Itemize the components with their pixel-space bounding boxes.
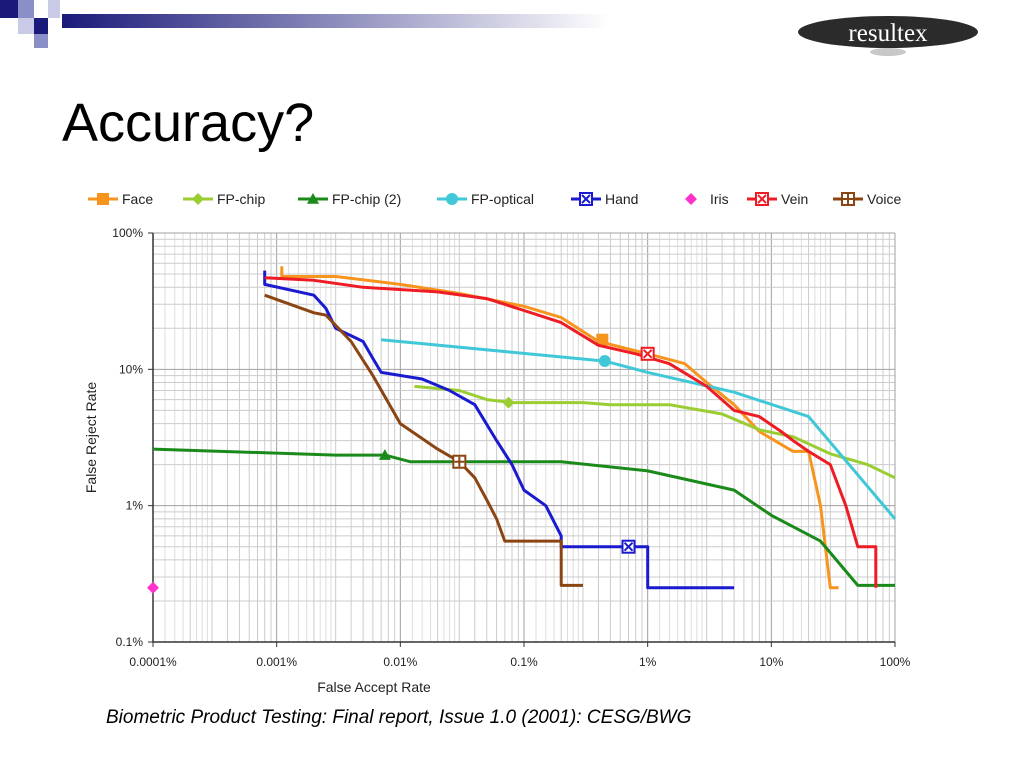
series-marker-fp-chip-2 bbox=[378, 449, 391, 460]
series-marker-voice bbox=[452, 454, 467, 469]
legend-label: Vein bbox=[781, 191, 808, 207]
chart-legend: Face FP-chip FP-chip (2) FP-optical Hand Iris… bbox=[88, 191, 901, 207]
chart-grid bbox=[152, 232, 896, 643]
slide-title: Accuracy? bbox=[62, 93, 315, 153]
series-marker-hand-cross bbox=[623, 541, 634, 552]
header-square-2 bbox=[18, 0, 34, 18]
legend-item-vein: Vein bbox=[747, 191, 808, 207]
legend-item-hand: Hand bbox=[571, 191, 638, 207]
series-marker-face bbox=[596, 333, 609, 346]
legend-swatch-marker-cross bbox=[581, 194, 591, 204]
x-tick-label: 0.01% bbox=[383, 655, 417, 669]
legend-label: Hand bbox=[605, 191, 638, 207]
legend-item-fp-chip: FP-chip bbox=[183, 191, 265, 207]
legend-swatch-marker-cross bbox=[757, 194, 767, 204]
x-axis-label: False Accept Rate bbox=[317, 679, 431, 695]
chart-axes: 0.0001% 0.001% 0.01% 0.1% 1% 10% 100% 0.1% 1% 10%… bbox=[83, 226, 911, 695]
y-tick-label: 100% bbox=[112, 226, 143, 240]
x-tick-label: 100% bbox=[880, 655, 911, 669]
y-tick-label: 1% bbox=[126, 499, 144, 513]
header-gradient-stripe bbox=[62, 14, 792, 28]
x-tick-label: 0.1% bbox=[510, 655, 538, 669]
x-tick-label: 0.001% bbox=[256, 655, 297, 669]
series-marker-vein-cross bbox=[642, 349, 653, 359]
y-tick-label: 10% bbox=[119, 362, 143, 376]
legend-item-fp-chip-2: FP-chip (2) bbox=[298, 191, 401, 207]
legend-swatch-marker-plus bbox=[843, 194, 853, 204]
legend-label: FP-optical bbox=[471, 191, 534, 207]
logo-text: resultex bbox=[848, 20, 928, 47]
header-square-3 bbox=[18, 18, 34, 34]
resultex-logo: resultex bbox=[798, 16, 978, 56]
legend-swatch-marker bbox=[685, 193, 697, 205]
legend-swatch-marker bbox=[192, 193, 204, 205]
legend-label: Face bbox=[122, 191, 153, 207]
legend-swatch-marker bbox=[579, 192, 593, 206]
series-marker-fp-optical bbox=[598, 355, 611, 368]
series-marker-vein bbox=[640, 346, 655, 361]
series-marker-fp-chip bbox=[502, 396, 515, 409]
series-line-face bbox=[280, 266, 839, 590]
legend-item-iris: Iris bbox=[685, 191, 729, 207]
header-square-5 bbox=[34, 34, 48, 48]
series-line-fp-optical bbox=[381, 338, 897, 520]
legend-swatch-marker bbox=[755, 192, 769, 206]
legend-swatch-marker bbox=[97, 193, 109, 205]
header-square-1 bbox=[0, 0, 18, 18]
legend-label: Voice bbox=[867, 191, 901, 207]
header-square-4 bbox=[34, 18, 48, 34]
legend-item-voice: Voice bbox=[833, 191, 901, 207]
x-tick-label: 10% bbox=[759, 655, 783, 669]
header-square-6 bbox=[48, 0, 60, 18]
legend-swatch-marker bbox=[841, 192, 855, 206]
x-tick-label: 0.0001% bbox=[129, 655, 177, 669]
legend-swatch-marker bbox=[446, 193, 458, 205]
source-caption: Biometric Product Testing: Final report,… bbox=[106, 707, 692, 728]
chart-series bbox=[147, 266, 897, 594]
series-marker-iris bbox=[147, 581, 159, 594]
x-tick-label: 1% bbox=[639, 655, 657, 669]
series-marker-hand bbox=[621, 539, 636, 554]
legend-item-face: Face bbox=[88, 191, 153, 207]
series-line-hand bbox=[263, 270, 735, 590]
legend-label: FP-chip (2) bbox=[332, 191, 401, 207]
series-line-vein bbox=[264, 276, 878, 588]
legend-item-fp-optical: FP-optical bbox=[437, 191, 534, 207]
y-axis-label: False Reject Rate bbox=[83, 382, 99, 493]
legend-swatch-marker bbox=[307, 193, 319, 204]
series-marker-voice-plus bbox=[454, 456, 465, 467]
series-line-fp-chip-2 bbox=[152, 447, 895, 587]
y-tick-label: 0.1% bbox=[116, 635, 144, 649]
legend-label: Iris bbox=[710, 191, 729, 207]
header-gradient-bar bbox=[0, 0, 792, 48]
legend-label: FP-chip bbox=[217, 191, 265, 207]
series-line-fp-chip bbox=[414, 384, 896, 480]
